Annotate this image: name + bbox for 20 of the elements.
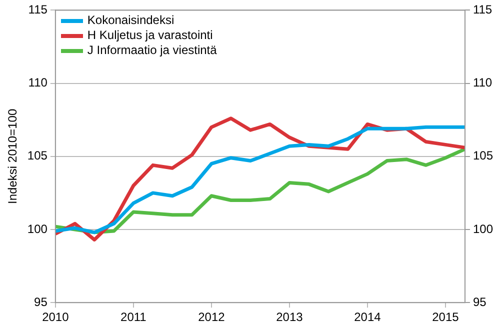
x-tick-label: 2013 (276, 310, 304, 324)
y-tick-label: 100 (27, 222, 48, 236)
y2-tick-label: 110 (472, 76, 492, 90)
y2-tick-label: 115 (472, 2, 492, 17)
x-tick-label: 2011 (120, 310, 147, 324)
y-axis-title: Indeksi 2010=100 (6, 108, 20, 204)
y-tick-label: 105 (27, 148, 48, 163)
y2-tick-label: 105 (472, 148, 494, 163)
legend-label: Kokonaisindeksi (87, 13, 174, 28)
y-tick-label: 95 (34, 294, 48, 309)
x-tick-label: 2012 (198, 310, 226, 324)
legend-label: H Kuljetus ja varastointi (87, 28, 213, 44)
y2-tick-label: 100 (472, 222, 494, 236)
x-tick-label: 2015 (432, 310, 460, 324)
y-tick-label: 115 (28, 2, 48, 17)
y-tick-label: 110 (28, 76, 48, 90)
x-tick-label: 2014 (354, 310, 382, 324)
x-tick-label: 2010 (42, 310, 70, 324)
legend-label: J Informaatio ja viestintä (87, 43, 217, 58)
y2-tick-label: 95 (472, 294, 487, 309)
